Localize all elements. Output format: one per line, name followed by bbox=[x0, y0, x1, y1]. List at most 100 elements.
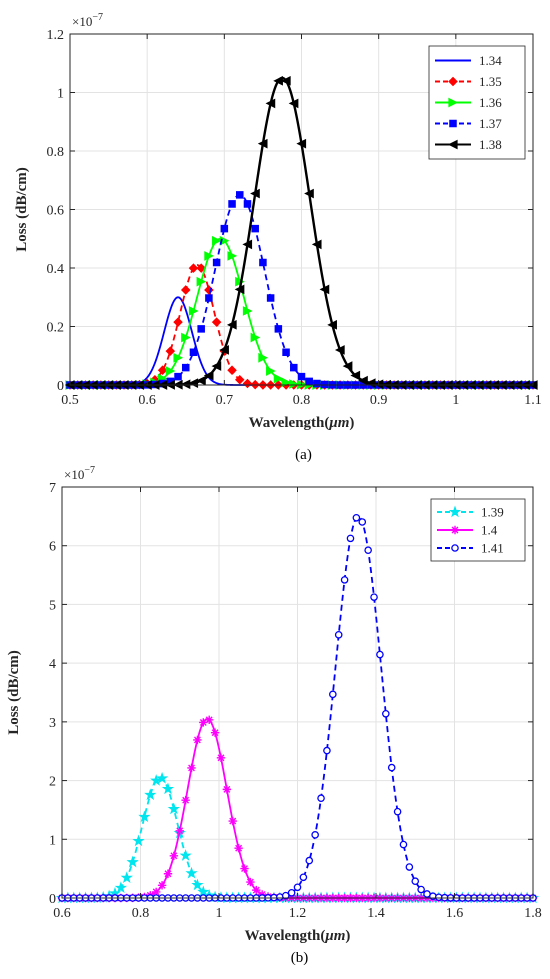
data-point bbox=[352, 513, 361, 522]
data-point bbox=[219, 235, 230, 246]
data-point bbox=[311, 831, 319, 839]
y-tick-label: 0.8 bbox=[47, 145, 65, 160]
legend-item: 1.4 bbox=[437, 523, 498, 538]
x-tick-label: 1.4 bbox=[367, 906, 385, 921]
data-point bbox=[199, 718, 208, 727]
data-point bbox=[334, 345, 345, 355]
legend-label: 1.35 bbox=[479, 74, 502, 89]
data-point bbox=[287, 888, 296, 897]
data-point bbox=[288, 98, 299, 109]
data-point bbox=[173, 317, 183, 327]
data-point bbox=[157, 881, 167, 890]
data-point bbox=[399, 840, 408, 849]
data-point bbox=[204, 715, 214, 725]
data-point bbox=[187, 763, 196, 773]
x-tick-label: 1.1 bbox=[524, 393, 542, 408]
data-point bbox=[281, 891, 290, 900]
data-point bbox=[273, 373, 284, 384]
data-point bbox=[305, 856, 314, 865]
data-point bbox=[242, 239, 253, 250]
data-point bbox=[358, 518, 367, 526]
y-tick-label: 0.2 bbox=[47, 321, 65, 336]
data-point bbox=[132, 834, 145, 847]
data-point bbox=[179, 849, 192, 861]
data-point bbox=[405, 863, 414, 871]
y-exponent: ×10−7 bbox=[72, 12, 103, 29]
data-point bbox=[196, 276, 207, 287]
data-point bbox=[346, 534, 355, 543]
x-tick-label: 1.8 bbox=[524, 906, 542, 921]
data-point bbox=[126, 855, 139, 868]
data-point bbox=[281, 377, 292, 388]
data-point bbox=[304, 188, 314, 199]
y-tick-label: 1 bbox=[49, 833, 56, 848]
data-point bbox=[120, 871, 133, 884]
y-axis-label: Loss (dB/cm) bbox=[6, 650, 22, 735]
legend-item: 1.36 bbox=[435, 95, 502, 110]
legend-item: 1.41 bbox=[437, 541, 504, 556]
x-tick-label: 0.6 bbox=[138, 393, 156, 408]
data-point bbox=[196, 263, 206, 273]
data-point bbox=[266, 294, 275, 302]
data-point bbox=[204, 251, 214, 261]
data-point bbox=[193, 735, 202, 745]
data-point bbox=[358, 375, 368, 386]
data-point bbox=[329, 690, 337, 699]
data-point bbox=[205, 294, 213, 302]
y-tick-label: 0.6 bbox=[47, 204, 65, 219]
y-tick-label: 3 bbox=[49, 716, 56, 731]
data-point bbox=[376, 650, 384, 659]
y-exponent: ×10−7 bbox=[64, 465, 95, 482]
y-axis-label: Loss (dB/cm) bbox=[14, 167, 30, 252]
legend-label: 1.41 bbox=[481, 541, 504, 556]
x-tick-label: 0.9 bbox=[370, 393, 388, 408]
data-point bbox=[235, 374, 245, 385]
data-point bbox=[447, 139, 458, 150]
data-point bbox=[242, 378, 253, 389]
legend-label: 1.4 bbox=[481, 523, 498, 538]
data-point bbox=[449, 119, 457, 128]
legend-item: 1.39 bbox=[437, 505, 504, 520]
data-point bbox=[196, 375, 206, 386]
data-point bbox=[169, 851, 179, 860]
data-point bbox=[451, 544, 459, 552]
data-point bbox=[257, 138, 268, 149]
data-point bbox=[226, 319, 237, 330]
x-axis-label: Wavelength(μm) bbox=[249, 415, 355, 431]
data-point bbox=[152, 887, 161, 897]
data-point bbox=[417, 885, 425, 894]
data-point bbox=[289, 379, 299, 389]
data-point bbox=[234, 844, 243, 853]
data-point bbox=[165, 366, 176, 376]
data-point bbox=[290, 363, 298, 372]
y-tick-label: 0 bbox=[49, 892, 56, 907]
data-point bbox=[227, 251, 238, 261]
data-point bbox=[181, 332, 191, 343]
data-point bbox=[236, 191, 244, 199]
data-point bbox=[319, 284, 330, 295]
data-point bbox=[173, 352, 184, 363]
data-point bbox=[250, 332, 261, 343]
x-tick-label: 1.6 bbox=[446, 906, 464, 921]
x-tick-label: 1 bbox=[452, 393, 459, 408]
data-point bbox=[448, 76, 458, 87]
data-point bbox=[228, 816, 237, 826]
data-point bbox=[266, 366, 276, 376]
data-point bbox=[364, 546, 372, 555]
data-point bbox=[265, 98, 276, 109]
x-tick-label: 1.2 bbox=[289, 906, 307, 921]
data-point bbox=[138, 810, 151, 823]
data-point bbox=[227, 365, 237, 375]
legend-label: 1.37 bbox=[479, 116, 502, 131]
y-tick-label: 2 bbox=[49, 775, 56, 790]
x-tick-label: 0.6 bbox=[53, 906, 71, 921]
data-point bbox=[220, 224, 229, 233]
data-point bbox=[155, 771, 169, 784]
data-point bbox=[191, 878, 204, 891]
data-point bbox=[411, 877, 420, 886]
data-point bbox=[274, 325, 283, 333]
data-point bbox=[203, 370, 214, 381]
data-point bbox=[258, 352, 269, 363]
data-point bbox=[197, 325, 205, 333]
